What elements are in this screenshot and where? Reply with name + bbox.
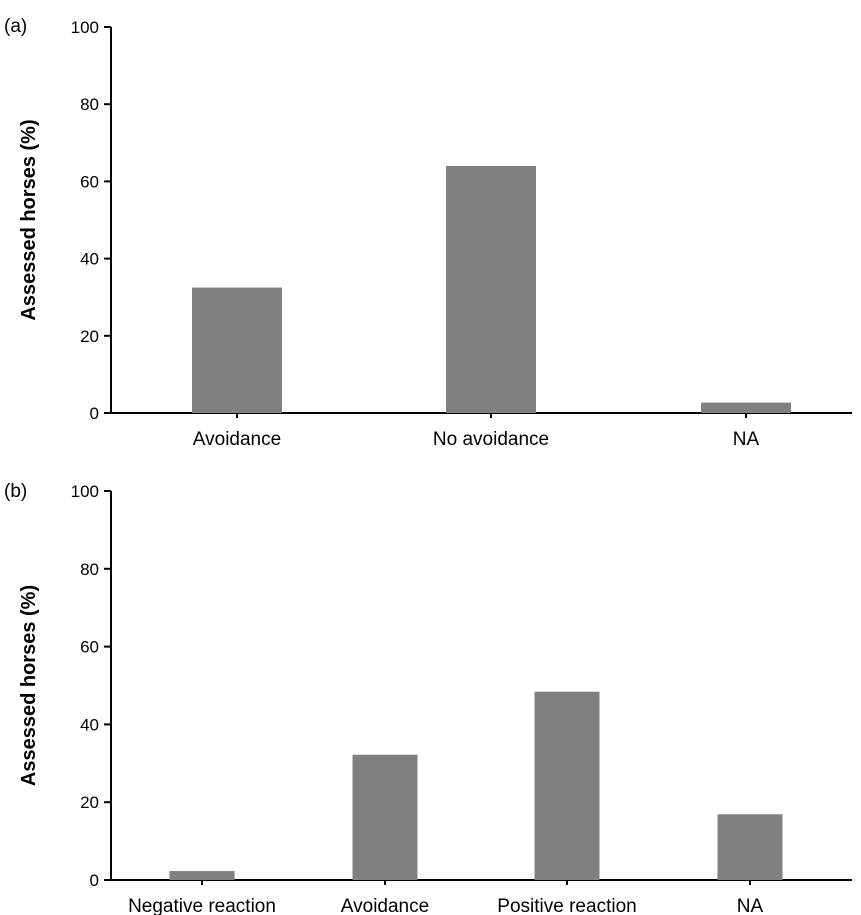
y-axis-label: Assessed horses (%) [18,585,40,786]
bar [446,165,536,413]
y-tick-label: 40 [80,715,99,734]
y-tick-label: 20 [80,793,99,812]
y-tick-label: 20 [80,327,99,346]
y-tick-label: 100 [71,18,99,37]
y-tick-label: 80 [80,560,99,579]
y-tick-label: 0 [90,871,99,890]
category-label: NA [737,896,764,915]
y-tick-label: 80 [80,95,99,114]
y-tick-label: 0 [90,404,99,423]
bar [534,691,600,880]
bar [717,814,783,880]
panel-a: (a) Assessed horses (%) 0 20 40 60 80 100 Avoida… [4,16,852,450]
category-label: Avoidance [341,896,429,915]
y-tick-label: 60 [80,172,99,191]
panel-label: (a) [4,16,27,37]
panel-label: (b) [4,481,27,502]
y-tick-label: 100 [71,482,99,501]
bar [192,287,282,413]
category-label: No avoidance [433,429,549,450]
category-label: Avoidance [193,429,281,450]
bar [169,871,235,880]
category-label: Positive reaction [497,896,636,915]
category-label: Negative reaction [128,896,276,915]
panel-b: (b) Assessed horses (%) 0 20 40 60 80 100 Negati… [4,481,852,915]
y-tick-label: 40 [80,250,99,269]
category-label: NA [733,429,760,450]
bar [352,754,418,880]
y-tick-label: 60 [80,638,99,657]
y-axis-label: Assessed horses (%) [18,119,40,320]
bar [701,402,791,413]
